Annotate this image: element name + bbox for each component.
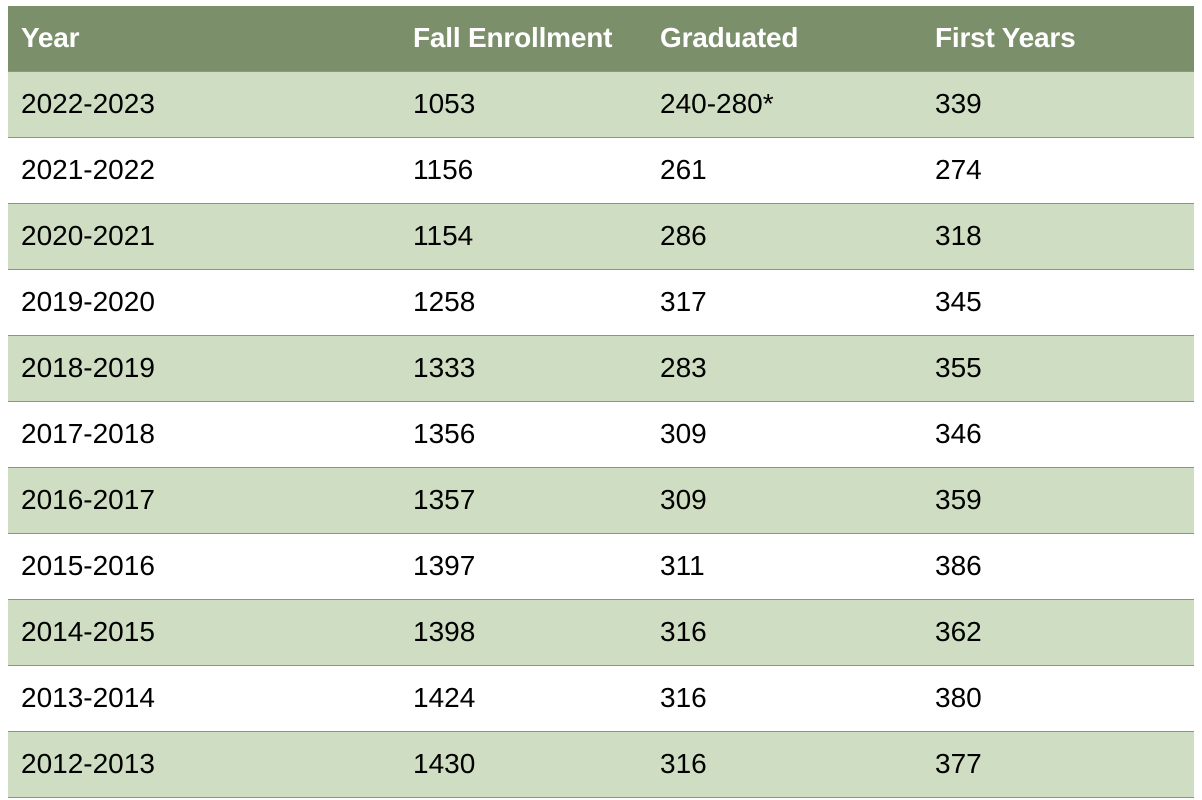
enrollment-table-container: Year Fall Enrollment Graduated First Yea… [8, 6, 1194, 798]
table-row: 2019-2020 1258 317 345 [8, 269, 1194, 335]
year-cell: 2014-2015 [21, 616, 155, 647]
year-cell: 2021-2022 [21, 154, 155, 185]
first-years-cell: 377 [935, 748, 982, 779]
header-year: Year [21, 22, 80, 54]
header-first-years: First Years [935, 22, 1076, 54]
table-row: 2020-2021 1154 286 318 [8, 203, 1194, 269]
header-row: Year Fall Enrollment Graduated First Yea… [8, 6, 1194, 71]
table-row: 2022-2023 1053 240-280* 339 [8, 71, 1194, 137]
table-row: 2015-2016 1397 311 386 [8, 533, 1194, 599]
year-cell: 2022-2023 [21, 88, 155, 119]
year-cell: 2013-2014 [21, 682, 155, 713]
fall-enrollment-cell: 1154 [413, 220, 474, 251]
first-years-cell: 362 [935, 616, 982, 647]
graduated-cell: 311 [660, 550, 705, 581]
graduated-cell: 316 [660, 748, 707, 779]
fall-enrollment-cell: 1258 [413, 286, 476, 317]
fall-enrollment-cell: 1397 [413, 550, 476, 581]
fall-enrollment-cell: 1356 [413, 418, 476, 449]
graduated-cell: 309 [660, 418, 707, 449]
table-row: 2016-2017 1357 309 359 [8, 467, 1194, 533]
table-header: Year Fall Enrollment Graduated First Yea… [8, 6, 1194, 71]
fall-enrollment-cell: 1357 [413, 484, 476, 515]
graduated-cell: 261 [660, 154, 707, 185]
first-years-cell: 355 [935, 352, 982, 383]
fall-enrollment-cell: 1430 [413, 748, 476, 779]
fall-enrollment-cell: 1333 [413, 352, 476, 383]
first-years-cell: 345 [935, 286, 982, 317]
first-years-cell: 359 [935, 484, 982, 515]
first-years-cell: 386 [935, 550, 982, 581]
table-row: 2012-2013 1430 316 377 [8, 731, 1194, 797]
table-row: 2017-2018 1356 309 346 [8, 401, 1194, 467]
table-row: 2018-2019 1333 283 355 [8, 335, 1194, 401]
table-row: 2013-2014 1424 316 380 [8, 665, 1194, 731]
first-years-cell: 346 [935, 418, 982, 449]
graduated-cell: 317 [660, 286, 707, 317]
enrollment-table: Year Fall Enrollment Graduated First Yea… [8, 6, 1194, 798]
header-fall-enrollment: Fall Enrollment [413, 22, 613, 54]
fall-enrollment-cell: 1053 [413, 88, 476, 119]
first-years-cell: 380 [935, 682, 982, 713]
graduated-cell: 309 [660, 484, 707, 515]
year-cell: 2018-2019 [21, 352, 155, 383]
table-row: 2021-2022 1156 261 274 [8, 137, 1194, 203]
year-cell: 2020-2021 [21, 220, 155, 251]
table-row: 2014-2015 1398 316 362 [8, 599, 1194, 665]
year-cell: 2012-2013 [21, 748, 155, 779]
graduated-cell: 286 [660, 220, 707, 251]
graduated-cell: 240-280* [660, 88, 774, 119]
year-cell: 2016-2017 [21, 484, 155, 515]
graduated-cell: 316 [660, 682, 707, 713]
year-cell: 2017-2018 [21, 418, 155, 449]
table-body: 2022-2023 1053 240-280* 339 2021-2022 1156 261… [8, 71, 1194, 797]
header-graduated: Graduated [660, 22, 799, 54]
fall-enrollment-cell: 1424 [413, 682, 476, 713]
fall-enrollment-cell: 1156 [413, 154, 474, 185]
first-years-cell: 339 [935, 88, 982, 119]
fall-enrollment-cell: 1398 [413, 616, 476, 647]
first-years-cell: 274 [935, 154, 982, 185]
first-years-cell: 318 [935, 220, 982, 251]
year-cell: 2015-2016 [21, 550, 155, 581]
year-cell: 2019-2020 [21, 286, 155, 317]
graduated-cell: 316 [660, 616, 707, 647]
graduated-cell: 283 [660, 352, 707, 383]
